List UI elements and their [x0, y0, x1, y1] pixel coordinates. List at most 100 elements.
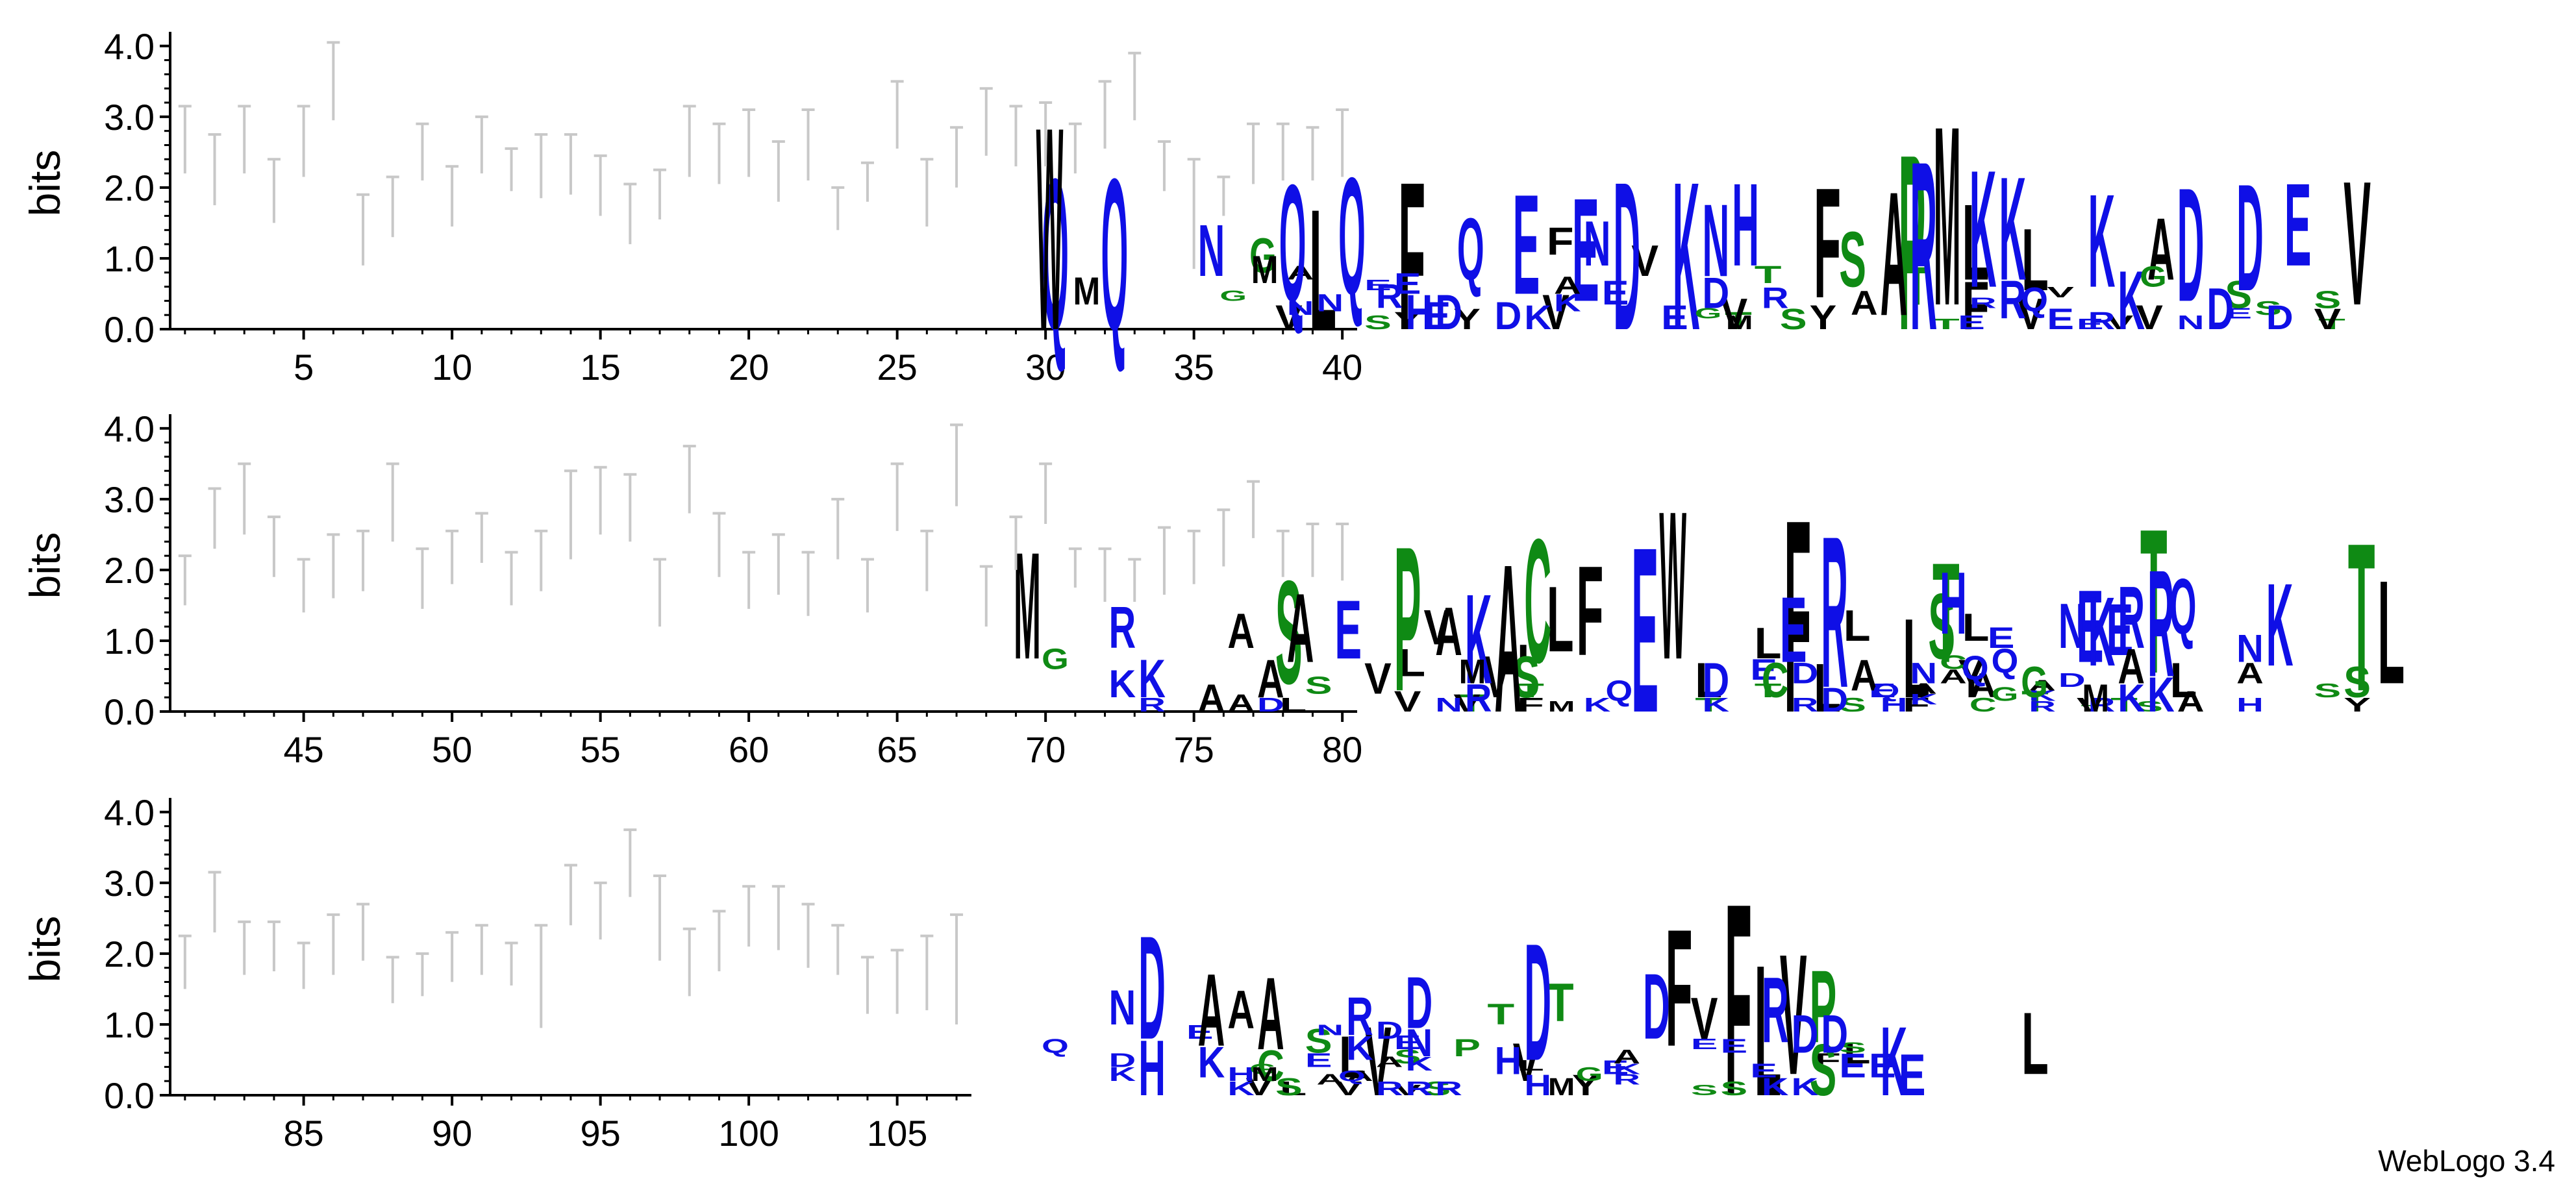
- logo-letter: S: [2314, 680, 2341, 702]
- x-tick-label: 25: [877, 347, 918, 388]
- logo-letter: A: [1257, 649, 1284, 710]
- logo-letter: K: [1346, 1029, 1373, 1067]
- logo-letter: F: [1903, 694, 1930, 716]
- logo-stack-94: YH F: [564, 863, 1692, 1102]
- logo-letter: Y: [1453, 303, 1481, 336]
- y-axis-label: bits: [21, 150, 69, 217]
- logo-letter: H: [1524, 1069, 1551, 1102]
- logo-letter: L: [2378, 550, 2405, 715]
- logo-letter: A: [1940, 665, 1967, 688]
- logo-stack-75: KAR: [1187, 529, 2145, 720]
- y-tick-label: 4.0: [104, 26, 155, 67]
- logo-letter: R: [1435, 1077, 1462, 1099]
- logo-stack-21: SDN: [771, 140, 1807, 336]
- logo-letter: A: [1495, 520, 1522, 757]
- x-tick-label: 15: [581, 347, 621, 388]
- logo-letter: D: [1643, 955, 1670, 1059]
- x-tick-label: 60: [729, 729, 769, 770]
- logo-stack-35: K: [1187, 158, 2145, 347]
- logo-letter: H: [1940, 554, 1967, 653]
- x-tick-label: 10: [432, 347, 472, 388]
- logo-letter: A: [1198, 676, 1225, 721]
- logo-letter: A: [1613, 1045, 1640, 1067]
- logo-stack-25: P: [890, 80, 1925, 382]
- logo-letter: E: [1394, 267, 1421, 301]
- logo-letter: L: [1755, 619, 1782, 668]
- logo-stack-69: TQACIH: [1009, 515, 2138, 716]
- logo-letter: S: [2255, 298, 2282, 319]
- logo-letter: E: [2047, 303, 2074, 336]
- y-tick-label: 0.0: [104, 691, 155, 732]
- logo-letter: E: [1869, 1047, 1896, 1085]
- logo-letter: A: [1227, 690, 1255, 717]
- logo-stack-105: ED: [890, 948, 1925, 1108]
- logo-stack-64: REDIL: [860, 558, 1989, 716]
- logo-letter: W: [1036, 68, 1064, 391]
- logo-letter: K: [1999, 147, 2027, 312]
- logo-letter: E: [1364, 277, 1392, 293]
- logo-letter: Q: [2170, 562, 2197, 651]
- logo-letter: S: [1394, 1046, 1421, 1067]
- logo-letter: E: [2077, 316, 2104, 332]
- logo-letter: T: [1903, 256, 1930, 316]
- logo-letter: F: [1398, 138, 1425, 374]
- logo-letter: V: [1780, 919, 1807, 1111]
- logo-letter: E: [1305, 1050, 1332, 1071]
- logo-letter: S: [1275, 551, 1303, 715]
- logo-stack-107: K: [950, 913, 1907, 1117]
- logo-letter: T: [1932, 534, 1960, 692]
- logo-letter: G: [1992, 684, 2019, 705]
- logo-stack-43: I: [238, 462, 251, 535]
- logo-letter: N: [1703, 184, 1730, 299]
- logo-letter: A: [1910, 681, 1937, 697]
- logo-letter: E: [1334, 583, 1362, 676]
- y-tick-label: 3.0: [104, 863, 155, 904]
- logo-stack-104: KED: [860, 956, 1896, 1101]
- logo-letter: K: [1227, 1077, 1255, 1099]
- logo-letter: N: [2058, 591, 2086, 662]
- logo-letter: V: [2047, 284, 2075, 301]
- logo-letter: M: [1251, 248, 1279, 292]
- logo-letter: A: [2118, 639, 2145, 694]
- logo-letter: M: [2082, 676, 2109, 720]
- logo-stack-17: EITN: [653, 168, 1782, 337]
- logo-letter: K: [2118, 254, 2145, 347]
- logo-letter: E: [1691, 1035, 1718, 1052]
- logo-letter: A: [1287, 574, 1314, 684]
- logo-letter: R: [1138, 693, 1166, 715]
- logo-letter: N: [1435, 693, 1462, 715]
- logo-stack-102: SP: [801, 902, 1836, 1111]
- logo-letter: K: [1406, 1052, 1433, 1074]
- logo-stack-23: TG R S: [831, 186, 1960, 332]
- x-tick-label: 50: [432, 729, 472, 770]
- logo-letter: A: [1346, 1068, 1373, 1084]
- x-tick-label: 20: [729, 347, 769, 388]
- logo-stack-82: HD: [208, 871, 1166, 1113]
- logo-letter: Q: [1042, 1035, 1069, 1057]
- logo-letter: V: [2136, 299, 2163, 337]
- logo-letter: S: [1305, 1023, 1332, 1061]
- logo-letter: E: [2284, 158, 2312, 290]
- logo-letter: V: [1394, 1082, 1422, 1098]
- logo-letter: K: [1613, 1061, 1640, 1077]
- logo-letter: L: [2021, 210, 2049, 309]
- logo-letter: S: [2314, 286, 2341, 313]
- logo-letter: T: [2021, 686, 2049, 718]
- logo-letter: A: [1316, 1071, 1344, 1087]
- logo-letter: K: [1703, 693, 1730, 715]
- logo-letter: T: [1458, 689, 1485, 717]
- y-tick-label: 1.0: [104, 1004, 155, 1045]
- logo-letter: L: [1844, 601, 1871, 651]
- y-tick-label: 2.0: [104, 167, 155, 208]
- logo-letter: E: [2077, 569, 2104, 684]
- logo-stack-26: MA L: [920, 158, 2049, 334]
